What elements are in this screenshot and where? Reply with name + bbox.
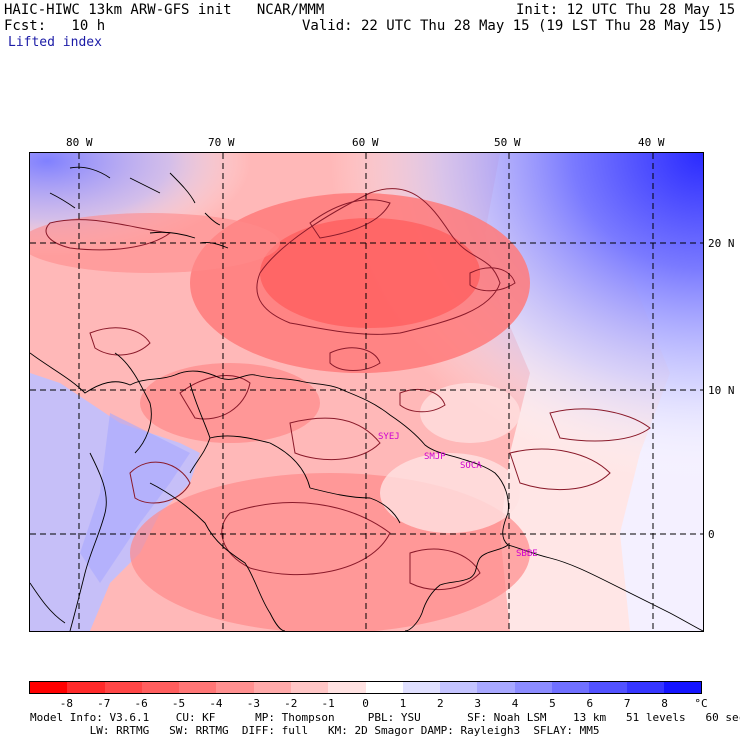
colorbar-tick-label: 5 [549,697,556,710]
colorbar-tick-label: -8 [59,697,73,710]
colorbar-tick-label: -3 [246,697,260,710]
lat-lon-grid [30,153,703,631]
colorbar-swatch [589,682,627,693]
colorbar-tick-label: 2 [436,697,444,710]
colorbar-swatch [141,682,180,693]
colorbar-swatch [514,682,552,693]
colorbar-unit: °C [694,697,708,710]
colorbar-tick-label: -1 [321,697,335,710]
colorbar-tick-label: -7 [97,697,111,710]
colorbar-tick-label: 7 [623,697,631,710]
colorbar-tick-label: -6 [134,697,148,710]
colorbar-tick-label: 8 [661,697,668,710]
lon-label-50w: 50 W [494,136,521,149]
colorbar-tick-label: -4 [209,697,223,710]
colorbar-swatch [365,682,403,693]
colorbar-tick-label: 6 [586,697,594,710]
colorbar-tick-label: 4 [511,697,519,710]
colorbar-swatch [663,682,702,693]
colorbar-swatch [328,682,366,693]
colorbar-swatch [179,682,217,693]
init-time: Init: 12 UTC Thu 28 May 15 [516,2,736,18]
colorbar-swatch [104,682,142,693]
colorbar-swatch [216,682,254,693]
model-title: HAIC-HIWC 13km ARW-GFS init NCAR/MMM [4,2,325,18]
model-info-line1: Model Info: V3.6.1 CU: KF MP: Thompson P… [30,711,740,724]
field-core-venezuela [140,363,320,443]
colorbar-tick-label: -2 [284,697,298,710]
valid-time: Valid: 22 UTC Thu 28 May 15 (19 LST Thu … [302,18,724,34]
colorbar-tick-label: 0 [362,697,369,710]
colorbar-swatch [551,682,590,693]
coastlines [30,166,703,631]
colorbar-tick-label: 1 [399,697,407,710]
colorbar-tick-label: -5 [171,697,186,710]
colorbar-swatch [253,682,291,693]
field-core-north-inner [260,218,480,328]
lon-label-60w: 60 W [352,136,379,149]
forecast-hour: Fcst: 10 h [4,18,106,34]
station-smjp: SMJP [424,452,446,462]
station-syej: SYEJ [378,432,400,442]
lon-label-70w: 70 W [208,136,235,149]
colorbar-swatch [402,682,441,693]
lon-label-40w: 40 W [638,136,665,149]
colorbar-swatch [30,682,68,693]
model-info-line2: LW: RRTMG SW: RRTMG DIFF: full KM: 2D Sm… [30,724,600,737]
colorbar-swatch [477,682,515,693]
field-pale-guiana [380,453,520,533]
station-sbbe: SBBE [516,549,538,559]
lat-label-20n: 20 N [708,237,735,250]
lifted-index-map [29,152,704,632]
station-soca: SOCA [460,461,482,471]
lat-label-10n: 10 N [708,384,735,397]
field-pale-atlantic [420,383,520,443]
colorbar [29,681,702,694]
colorbar-swatch [67,682,105,693]
lon-label-80w: 80 W [66,136,93,149]
field-name: Lifted index [8,35,102,50]
colorbar-swatch [440,682,478,693]
colorbar-swatch [626,682,664,693]
lat-label-0: 0 [708,528,715,541]
map-canvas [30,153,703,631]
contours [45,188,651,591]
colorbar-tick-label: 3 [474,697,481,710]
colorbar-swatch [290,682,329,693]
